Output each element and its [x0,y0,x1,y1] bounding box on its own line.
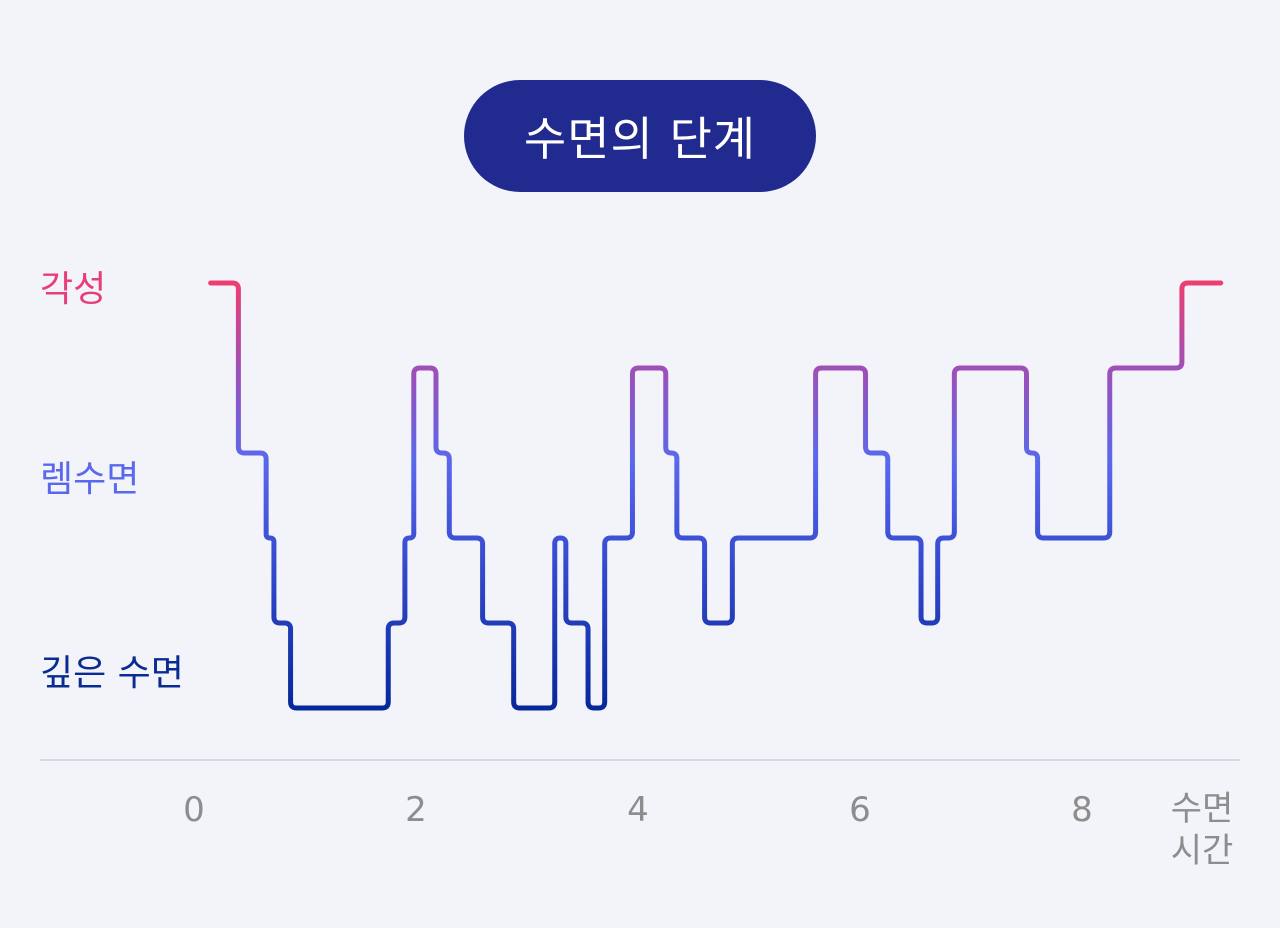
chart-title: 수면의 단계 [464,80,816,192]
y-label-awake: 각성 [40,269,107,310]
x-tick-8: 8 [1071,790,1093,830]
x-tick-0: 0 [183,790,205,830]
x-axis-unit-line-1: 수면 [1170,789,1234,829]
sleep-stage-line [208,280,1224,711]
x-tick-6: 6 [849,790,871,830]
x-tick-4: 4 [627,790,649,830]
x-axis-unit-line-2: 시간 [1170,831,1234,871]
y-label-deep: 깊은 수면 [40,653,184,694]
x-tick-2: 2 [405,790,427,830]
y-label-rem: 렘수면 [40,459,140,500]
x-axis-unit-label: 수면 시간 [1162,788,1242,872]
